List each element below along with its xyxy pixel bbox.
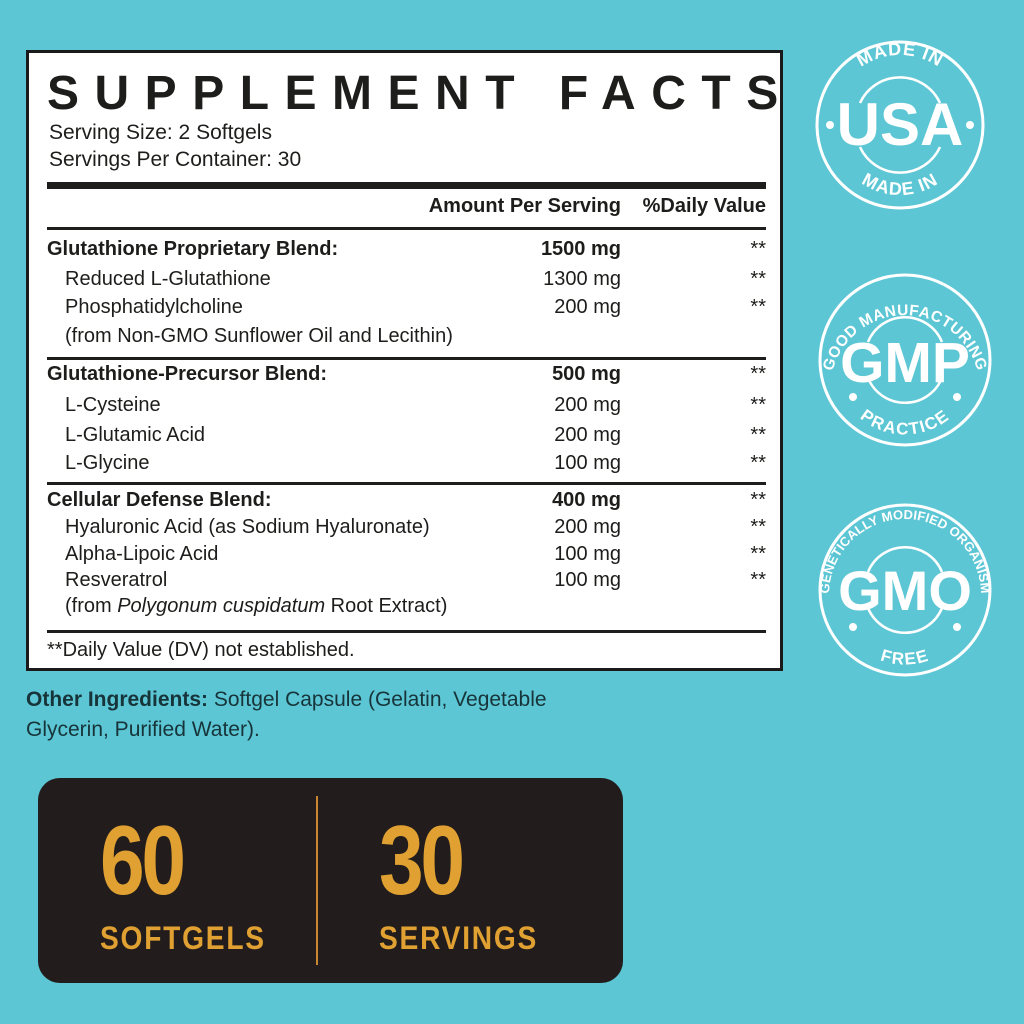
svg-text:GMP: GMP (840, 331, 970, 395)
svg-text:GMO: GMO (838, 559, 972, 622)
svg-text:USA: USA (837, 91, 964, 158)
svg-text:MADE IN: MADE IN (853, 39, 947, 71)
svg-text:PRACTICE: PRACTICE (857, 406, 953, 439)
svg-text:FREE: FREE (879, 646, 932, 669)
